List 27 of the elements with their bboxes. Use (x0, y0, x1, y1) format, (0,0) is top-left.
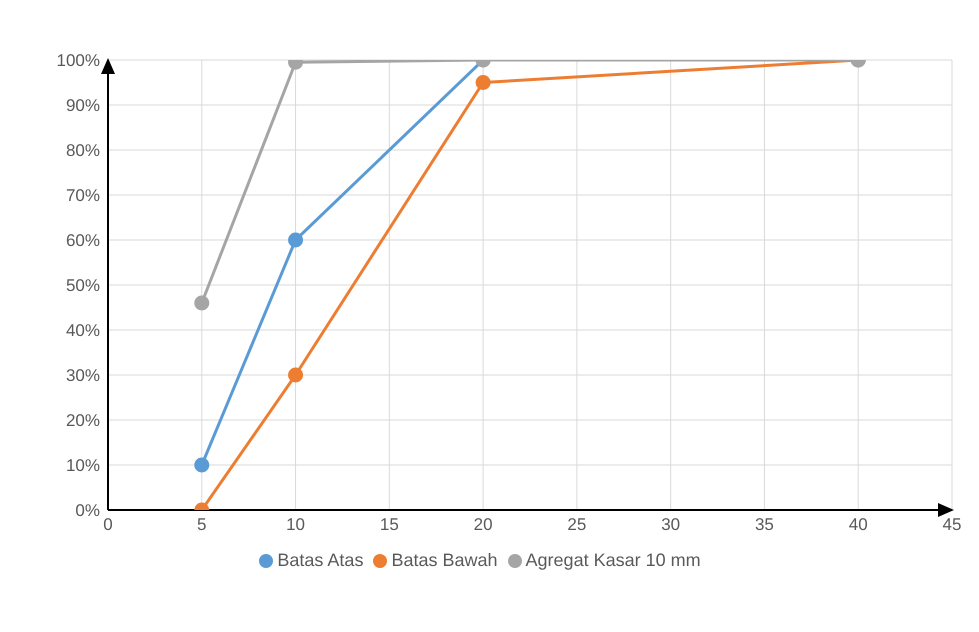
x-tick-label: 30 (661, 515, 680, 534)
y-tick-label: 80% (66, 141, 100, 160)
y-tick-label: 60% (66, 231, 100, 250)
y-tick-label: 10% (66, 456, 100, 476)
y-tick-label: 50% (66, 276, 100, 296)
x-tick-label: 25 (567, 515, 586, 534)
legend-label: Agregat Kasar 10 mm (526, 550, 701, 570)
x-tick-label: 15 (380, 515, 399, 534)
y-tick-label: 0% (75, 501, 100, 520)
y-tick-label: 20% (66, 411, 100, 430)
y-tick-label: 30% (66, 366, 100, 386)
point (288, 368, 304, 382)
x-tick-label: 20 (474, 515, 493, 534)
point (194, 296, 210, 310)
legend-label: Batas Bawah (391, 550, 498, 570)
legend-label: Batas Atas (277, 550, 364, 570)
x-tick-label: 35 (754, 515, 774, 534)
y-tick-label: 100% (56, 51, 100, 70)
x-tick-label: 5 (197, 515, 207, 534)
point (288, 232, 304, 248)
x-tick-label: 10 (286, 515, 306, 534)
x-tick-label: 40 (848, 515, 868, 534)
y-tick-label: 70% (66, 186, 100, 206)
y-tick-label: 40% (66, 321, 100, 340)
x-tick-label: 45 (942, 515, 962, 534)
x-tick-label: 0 (103, 515, 113, 534)
y-tick-label: 90% (66, 96, 100, 116)
